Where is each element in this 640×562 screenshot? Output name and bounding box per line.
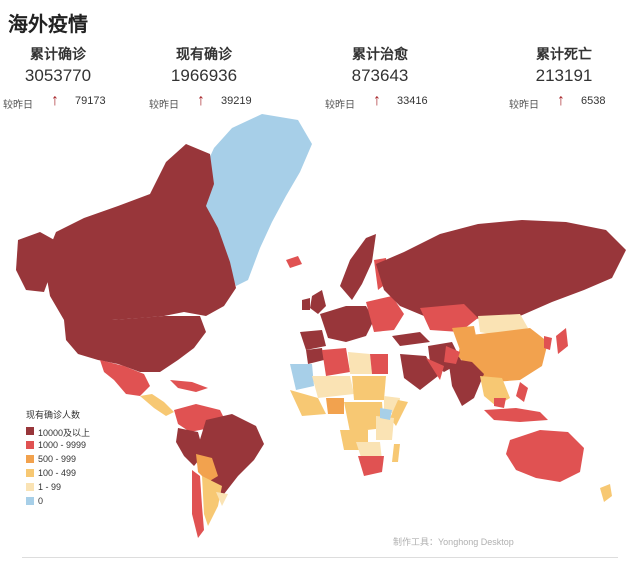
arrow-up-icon: ↑ [197,92,205,109]
legend-label: 500 - 999 [38,454,77,464]
stat-value: 213191 [535,66,593,85]
region-central-america[interactable] [140,394,174,416]
region-australia[interactable] [506,430,584,482]
region-east-africa[interactable] [376,416,394,440]
delta-value: 39219 [221,95,252,107]
region-russia[interactable] [376,220,626,320]
region-kenya[interactable] [380,408,392,420]
legend-item: 10000及以上 [26,425,90,439]
region-india[interactable] [448,358,484,406]
delta-value: 33416 [397,95,428,107]
region-chile[interactable] [192,470,204,538]
delta-value: 6538 [581,95,606,107]
region-somalia[interactable] [390,400,408,426]
stat-label: 累计治愈 [352,46,408,62]
region-west-africa-coast[interactable] [290,390,326,416]
legend-swatch [26,455,34,463]
region-gulf[interactable] [426,358,444,380]
legend-item: 100 - 499 [26,467,80,481]
delta-label: 较昨日 [509,100,539,111]
region-ireland[interactable] [302,298,310,310]
world-map [0,110,640,540]
region-algeria[interactable] [322,348,350,376]
region-scandinavia[interactable] [340,234,376,300]
region-madagascar[interactable] [392,444,400,462]
arrow-up-icon: ↑ [51,92,59,109]
region-turkey[interactable] [392,332,430,346]
divider [22,557,618,558]
legend-item: 500 - 999 [26,453,80,467]
region-south-africa[interactable] [358,456,384,476]
stat-label: 现有确诊 [176,46,232,62]
region-greenland[interactable] [202,114,312,286]
legend-item: 0 [26,495,80,509]
region-indonesia[interactable] [484,408,548,422]
page-title: 海外疫情 [8,14,88,36]
stat-delta: 较昨日 ↑ 39219 [149,92,309,111]
stat-value: 3053770 [24,66,92,85]
legend-label: 1 - 99 [38,482,62,492]
region-japan[interactable] [556,328,568,354]
legend-label: 1000 - 9999 [38,440,87,450]
region-sudan[interactable] [352,376,386,400]
credit-text: 制作工具：Yonghong Desktop [393,537,514,547]
region-iceland[interactable] [286,256,302,268]
stat-delta: 较昨日 ↑ 6538 [509,92,640,111]
region-china[interactable] [458,328,548,382]
delta-label: 较昨日 [149,100,179,111]
region-uruguay[interactable] [216,492,228,506]
region-central-africa[interactable] [344,402,384,432]
region-libya[interactable] [348,352,372,374]
region-mexico[interactable] [100,360,150,396]
region-iberia[interactable] [300,330,326,350]
region-eastern-europe[interactable] [366,296,404,332]
legend-label: 10000及以上 [38,428,91,438]
region-saudi-arabia[interactable] [400,354,438,390]
legend-title: 现有确诊人数 [26,410,81,420]
legend-swatch [26,427,34,435]
region-bolivia[interactable] [196,454,218,482]
legend-swatch [26,441,34,449]
region-pakistan[interactable] [444,346,460,364]
stat-label: 累计确诊 [30,46,86,62]
delta-value: 79173 [75,95,106,107]
region-uk[interactable] [310,290,326,314]
stat-delta: 较昨日 ↑ 33416 [325,92,485,111]
region-argentina[interactable] [202,476,222,526]
world-map-svg [16,114,626,538]
region-egypt[interactable] [370,354,388,374]
region-alaska[interactable] [16,232,58,292]
region-west-africa-north[interactable] [290,364,314,390]
stat-label: 累计死亡 [536,46,592,62]
region-southern-africa[interactable] [356,442,382,460]
region-canada[interactable] [44,144,236,322]
region-usa[interactable] [64,316,206,372]
region-nigeria[interactable] [326,398,344,414]
region-philippines[interactable] [516,382,528,402]
arrow-up-icon: ↑ [557,92,565,109]
region-kazakhstan[interactable] [420,304,478,332]
region-western-europe[interactable] [320,306,374,342]
stat-delta: 较昨日 ↑ 79173 [3,92,163,111]
stats-row: 累计确诊 3053770 较昨日 ↑ 79173 现有确诊 1966936 较昨… [0,44,640,111]
legend-swatch [26,497,34,505]
region-north-africa-morocco[interactable] [306,348,324,364]
region-sahel[interactable] [312,376,354,398]
delta-label: 较昨日 [3,100,33,111]
legend-swatch [26,469,34,477]
region-new-zealand[interactable] [600,484,612,502]
map-legend: 现有确诊人数 10000及以上 1000 - 9999 500 - 999 10… [26,408,90,509]
legend-item: 1 - 99 [26,481,80,495]
legend-label: 100 - 499 [38,468,77,478]
region-caribbean[interactable] [170,380,208,392]
arrow-up-icon: ↑ [373,92,381,109]
stat-value: 1966936 [170,66,238,85]
legend-swatch [26,483,34,491]
region-korea[interactable] [544,336,552,350]
region-malaysia[interactable] [494,398,506,408]
delta-label: 较昨日 [325,100,355,111]
stat-value: 873643 [351,66,409,85]
legend-item: 1000 - 9999 [26,439,86,453]
legend-label: 0 [38,496,44,506]
